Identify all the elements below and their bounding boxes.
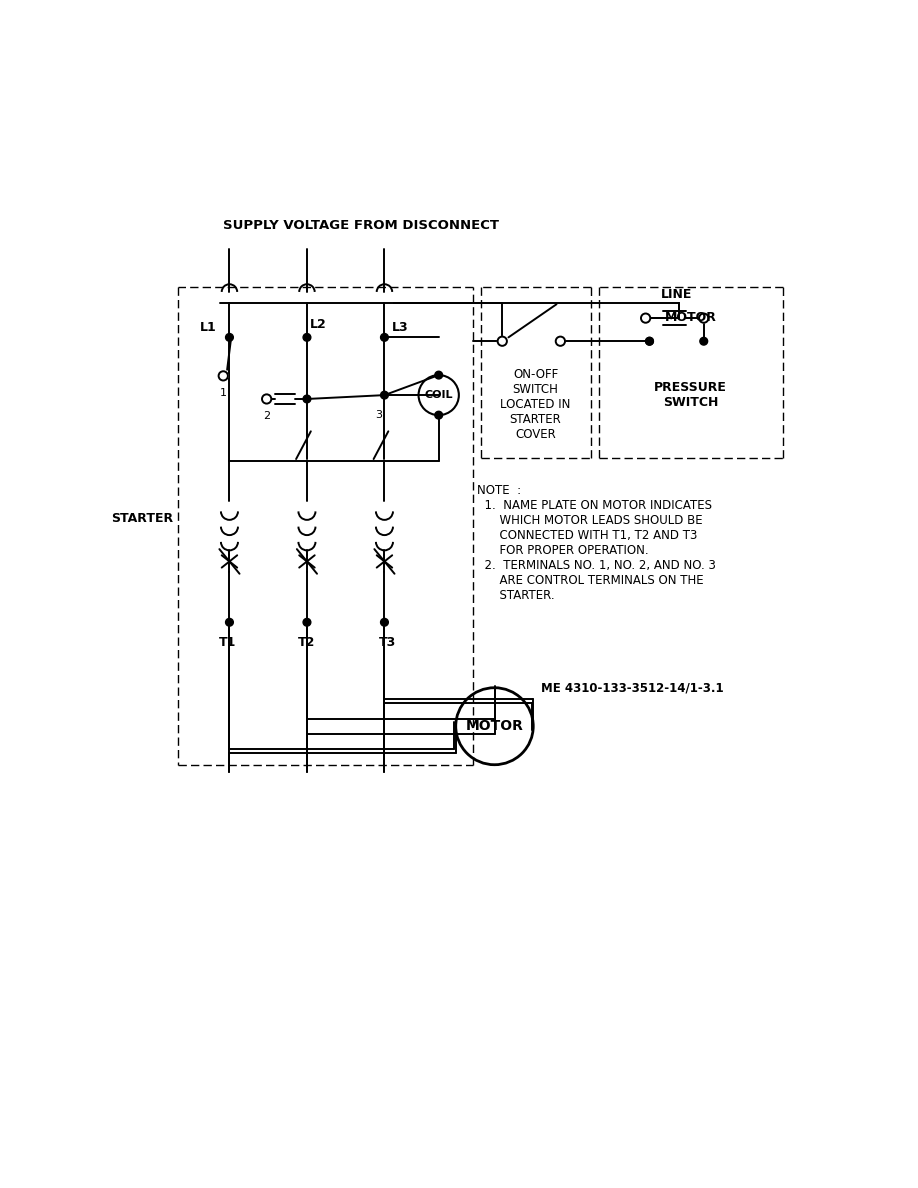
Text: PRESSURE
SWITCH: PRESSURE SWITCH — [655, 381, 727, 409]
Circle shape — [645, 337, 654, 345]
Circle shape — [303, 334, 311, 341]
Circle shape — [435, 371, 442, 379]
Text: NOTE  :
  1.  NAME PLATE ON MOTOR INDICATES
      WHICH MOTOR LEADS SHOULD BE
  : NOTE : 1. NAME PLATE ON MOTOR INDICATES … — [477, 484, 716, 601]
Circle shape — [555, 336, 565, 346]
Circle shape — [262, 394, 272, 404]
Text: MOTOR: MOTOR — [465, 719, 523, 733]
Circle shape — [498, 336, 507, 346]
Text: 1: 1 — [219, 388, 227, 398]
Circle shape — [641, 314, 650, 323]
Text: SUPPLY VOLTAGE FROM DISCONNECT: SUPPLY VOLTAGE FROM DISCONNECT — [223, 220, 499, 232]
Text: 2: 2 — [263, 411, 270, 422]
Circle shape — [381, 391, 388, 399]
Text: ON-OFF
SWITCH
LOCATED IN
STARTER
COVER: ON-OFF SWITCH LOCATED IN STARTER COVER — [500, 368, 571, 441]
Circle shape — [700, 314, 709, 323]
Circle shape — [435, 411, 442, 419]
Circle shape — [645, 337, 654, 345]
Circle shape — [381, 619, 388, 626]
Text: STARTER: STARTER — [111, 512, 173, 525]
Text: COIL: COIL — [424, 390, 453, 400]
Circle shape — [303, 396, 311, 403]
Circle shape — [700, 337, 708, 345]
Circle shape — [381, 334, 388, 341]
Text: ME 4310-133-3512-14/1-3.1: ME 4310-133-3512-14/1-3.1 — [541, 681, 723, 694]
Text: T1: T1 — [219, 636, 237, 649]
Circle shape — [218, 371, 228, 380]
Text: LINE: LINE — [661, 289, 692, 302]
Text: 3: 3 — [375, 410, 382, 419]
Text: L2: L2 — [310, 318, 327, 331]
Text: T3: T3 — [379, 636, 397, 649]
Circle shape — [226, 619, 233, 626]
Circle shape — [303, 619, 311, 626]
Text: MOTOR: MOTOR — [665, 311, 717, 324]
Text: T2: T2 — [298, 636, 316, 649]
Circle shape — [226, 334, 233, 341]
Text: L1: L1 — [200, 321, 217, 334]
Text: L3: L3 — [392, 321, 409, 334]
